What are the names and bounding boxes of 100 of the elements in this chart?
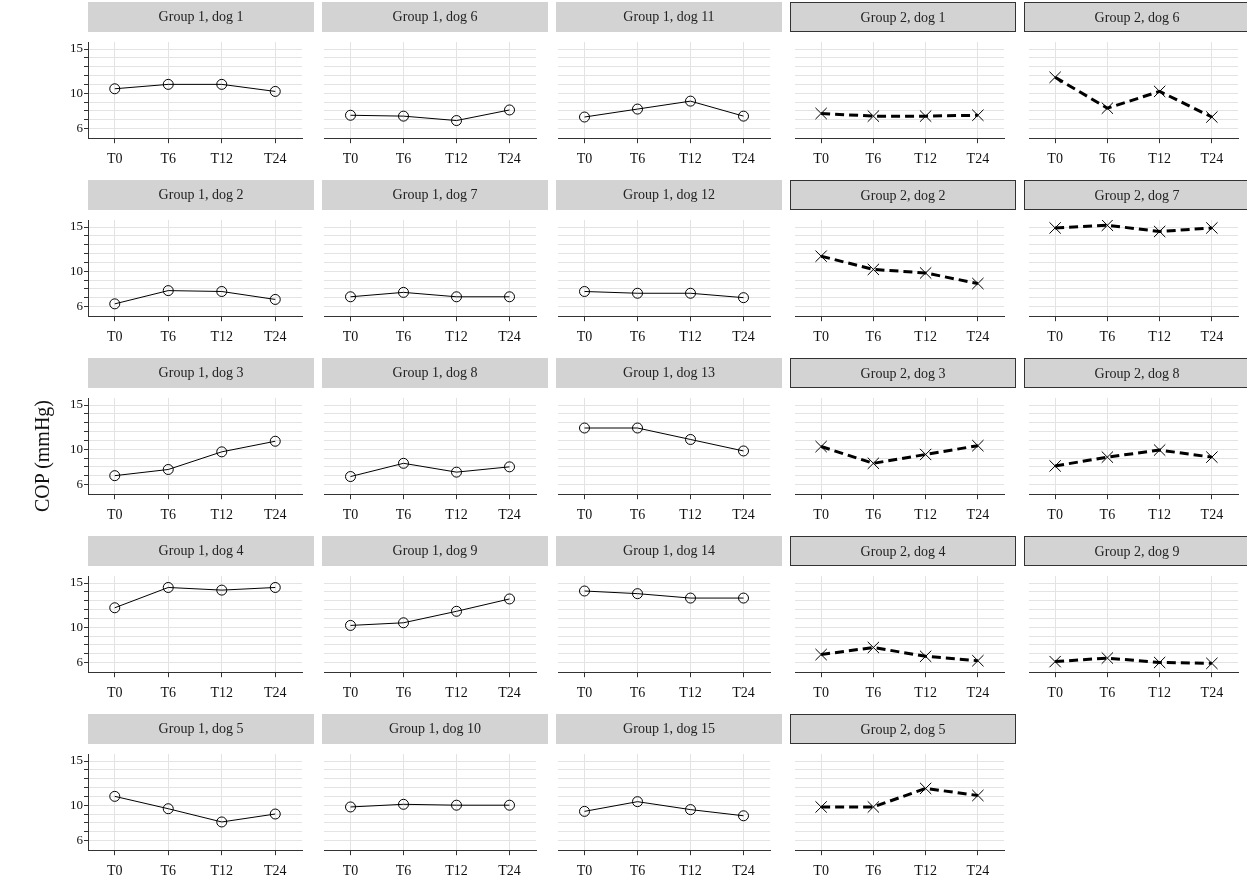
x-tick-label: T6 <box>160 329 177 345</box>
y-tick-label: 6 <box>76 653 84 669</box>
x-tick-label: T6 <box>1099 507 1116 523</box>
x-tick-label: T24 <box>732 863 755 879</box>
x-tick-label: T24 <box>1200 329 1224 345</box>
x-tick-label: T0 <box>1047 685 1063 701</box>
y-tick-label: 6 <box>76 475 84 491</box>
y-tick-label: 15 <box>70 752 83 768</box>
point <box>109 602 121 614</box>
chart-title: Group 2, dog 3 <box>790 358 1016 388</box>
x-tick-label: T12 <box>210 685 234 701</box>
point <box>269 85 281 97</box>
chart-title: Group 1, dog 6 <box>322 2 548 32</box>
chart-title: Group 2, dog 4 <box>790 536 1016 566</box>
x-tick-label: T0 <box>813 685 829 701</box>
point <box>216 584 228 596</box>
x-tick-label: T0 <box>106 863 123 879</box>
point <box>632 796 643 808</box>
y-tick-label: 6 <box>76 297 84 313</box>
point <box>269 808 281 820</box>
point <box>971 439 985 452</box>
x-tick-label: T24 <box>498 863 521 879</box>
x-tick-label: T0 <box>342 151 359 167</box>
x-tick-label: T0 <box>813 507 829 523</box>
x-tick-label: T24 <box>498 329 521 345</box>
x-tick-label: T6 <box>865 151 882 167</box>
point <box>451 115 462 127</box>
point <box>814 440 828 453</box>
y-tick-label: 15 <box>70 40 83 56</box>
x-tick-label: T6 <box>395 329 412 345</box>
x-tick-label: T12 <box>445 329 468 345</box>
x-tick-label: T24 <box>263 329 287 345</box>
x-tick-label: T12 <box>445 863 468 879</box>
x-tick-label: T12 <box>1148 507 1171 523</box>
x-tick-label: T12 <box>445 151 468 167</box>
x-tick-label: T6 <box>629 685 646 701</box>
chart-title: Group 2, dog 5 <box>790 714 1016 744</box>
point <box>919 266 932 280</box>
x-tick-label: T12 <box>679 507 702 523</box>
x-tick-label: T24 <box>732 329 755 345</box>
y-axis-title: COP (mmHg) <box>30 399 54 513</box>
x-tick-label: T0 <box>1047 507 1063 523</box>
chart-title: Group 1, dog 14 <box>556 536 782 566</box>
x-tick-label: T0 <box>576 685 593 701</box>
x-tick-label: T12 <box>1148 151 1171 167</box>
point <box>109 83 121 95</box>
point <box>919 448 932 461</box>
x-tick-label: T12 <box>679 329 702 345</box>
point <box>504 593 515 605</box>
x-tick-label: T12 <box>914 151 937 167</box>
x-tick-label: T6 <box>160 151 177 167</box>
y-tick-label: 15 <box>70 574 83 590</box>
y-tick-label: 10 <box>70 84 83 100</box>
point <box>109 790 121 802</box>
chart-title: Group 1, dog 10 <box>322 714 548 744</box>
x-tick-label: T6 <box>395 863 412 879</box>
x-tick-label: T0 <box>342 329 359 345</box>
x-tick-label: T24 <box>498 685 521 701</box>
x-tick-label: T0 <box>813 863 829 879</box>
point <box>162 463 174 475</box>
point <box>162 581 174 593</box>
point <box>269 435 281 447</box>
point <box>216 78 228 90</box>
point <box>109 470 121 482</box>
x-tick-label: T6 <box>865 329 882 345</box>
point <box>451 605 462 617</box>
chart-title: Group 1, dog 9 <box>322 536 548 566</box>
chart-title: Group 1, dog 1 <box>88 2 314 32</box>
point <box>162 803 174 815</box>
x-tick-label: T24 <box>732 507 755 523</box>
point <box>919 650 932 663</box>
chart-title: Group 1, dog 11 <box>556 2 782 32</box>
x-tick-label: T24 <box>498 151 521 167</box>
x-tick-label: T6 <box>1099 151 1116 167</box>
x-tick-label: T6 <box>395 151 412 167</box>
x-tick-label: T0 <box>342 863 359 879</box>
x-tick-label: T0 <box>576 507 593 523</box>
chart-title: Group 1, dog 13 <box>556 358 782 388</box>
chart-title: Group 1, dog 7 <box>322 180 548 210</box>
x-tick-label: T6 <box>629 329 646 345</box>
point <box>269 581 281 593</box>
point <box>398 110 409 122</box>
y-tick-label: 15 <box>70 396 83 412</box>
point <box>398 457 409 469</box>
x-tick-label: T6 <box>865 685 882 701</box>
point <box>867 457 880 470</box>
x-tick-label: T12 <box>1148 685 1171 701</box>
point <box>1048 71 1062 84</box>
point <box>162 285 174 297</box>
x-tick-label: T6 <box>395 507 412 523</box>
point <box>216 816 228 828</box>
chart-title: Group 2, dog 9 <box>1024 536 1247 566</box>
point <box>814 648 828 661</box>
x-tick-label: T12 <box>914 685 937 701</box>
x-tick-label: T0 <box>1047 329 1063 345</box>
chart-title: Group 2, dog 6 <box>1024 2 1247 32</box>
point <box>632 103 643 115</box>
point <box>685 95 696 107</box>
x-tick-label: T0 <box>106 329 123 345</box>
x-tick-label: T0 <box>813 329 829 345</box>
